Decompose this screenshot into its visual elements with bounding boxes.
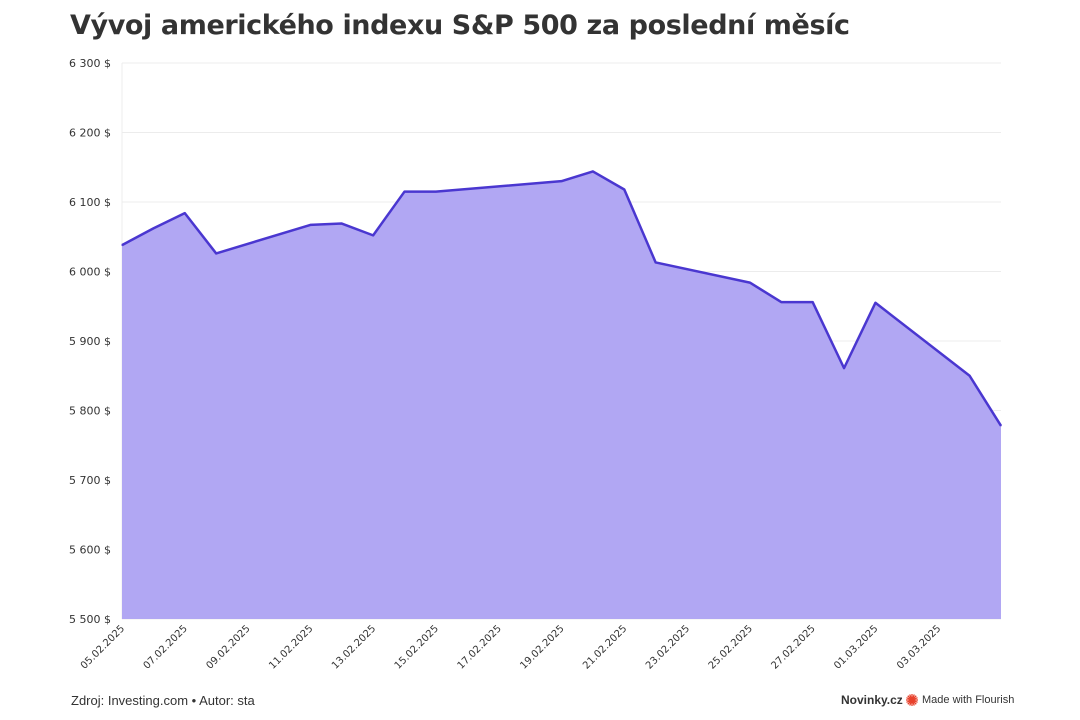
y-tick-label: 5 600 $	[69, 544, 111, 557]
source-credit: Zdroj: Investing.com • Autor: sta	[71, 693, 255, 708]
data-point	[780, 301, 782, 303]
x-tick-label: 07.02.2025	[142, 623, 190, 671]
y-tick-label: 6 200 $	[69, 127, 111, 140]
x-tick-label: 27.02.2025	[769, 623, 817, 671]
data-point	[969, 375, 971, 377]
data-point	[843, 367, 845, 369]
x-tick-label: 17.02.2025	[456, 623, 504, 671]
data-point	[403, 190, 406, 193]
y-tick-label: 6 000 $	[69, 266, 111, 279]
y-tick-label: 6 300 $	[69, 57, 111, 70]
data-point	[749, 282, 751, 284]
x-tick-label: 15.02.2025	[393, 623, 441, 671]
data-point	[623, 188, 625, 191]
y-tick-label: 5 500 $	[69, 613, 111, 626]
y-tick-label: 5 900 $	[69, 335, 111, 348]
data-point	[341, 222, 343, 225]
data-point	[655, 261, 657, 264]
y-tick-label: 5 800 $	[69, 405, 111, 418]
x-tick-label: 13.02.2025	[330, 623, 378, 671]
flourish-credit-link[interactable]: Made with Flourish	[905, 693, 1014, 707]
x-tick-label: 05.02.2025	[79, 623, 127, 671]
data-point	[215, 252, 217, 255]
data-point	[372, 234, 374, 236]
x-axis: 05.02.2025 07.02.2025 09.02.2025 11.02.2025…	[79, 623, 943, 671]
flourish-icon	[906, 694, 918, 706]
chart-title: Vývoj amerického indexu S&P 500 za posle…	[70, 10, 850, 41]
y-tick-label: 5 700 $	[69, 474, 111, 487]
x-tick-label: 09.02.2025	[204, 623, 252, 671]
x-tick-label: 25.02.2025	[707, 623, 755, 671]
data-point	[592, 170, 594, 173]
data-point	[435, 190, 437, 193]
area-layer	[121, 170, 1003, 620]
flourish-icon-core	[909, 697, 915, 703]
data-point	[812, 301, 814, 303]
x-tick-label: 01.03.2025	[832, 623, 880, 671]
x-tick-label: 21.02.2025	[581, 623, 629, 671]
y-tick-label: 6 100 $	[69, 196, 111, 209]
flourish-credit-label: Made with Flourish	[922, 694, 1015, 706]
x-tick-label: 11.02.2025	[267, 623, 315, 671]
x-tick-label: 03.03.2025	[895, 623, 943, 671]
data-point	[309, 224, 311, 226]
data-point	[560, 180, 563, 182]
x-tick-label: 23.02.2025	[644, 623, 692, 671]
data-point	[152, 227, 154, 230]
data-point	[184, 212, 186, 214]
data-point	[1000, 425, 1002, 427]
publisher-logo[interactable]: Novinky.cz	[841, 693, 903, 707]
y-axis: 5 500 $ 5 600 $ 5 700 $ 5 800 $ 5 900 $ 6 000…	[69, 57, 111, 626]
data-point	[121, 244, 123, 246]
data-point	[874, 302, 877, 304]
series-line	[121, 170, 1003, 427]
x-tick-label: 19.02.2025	[518, 623, 566, 671]
area-fill	[122, 171, 1001, 620]
